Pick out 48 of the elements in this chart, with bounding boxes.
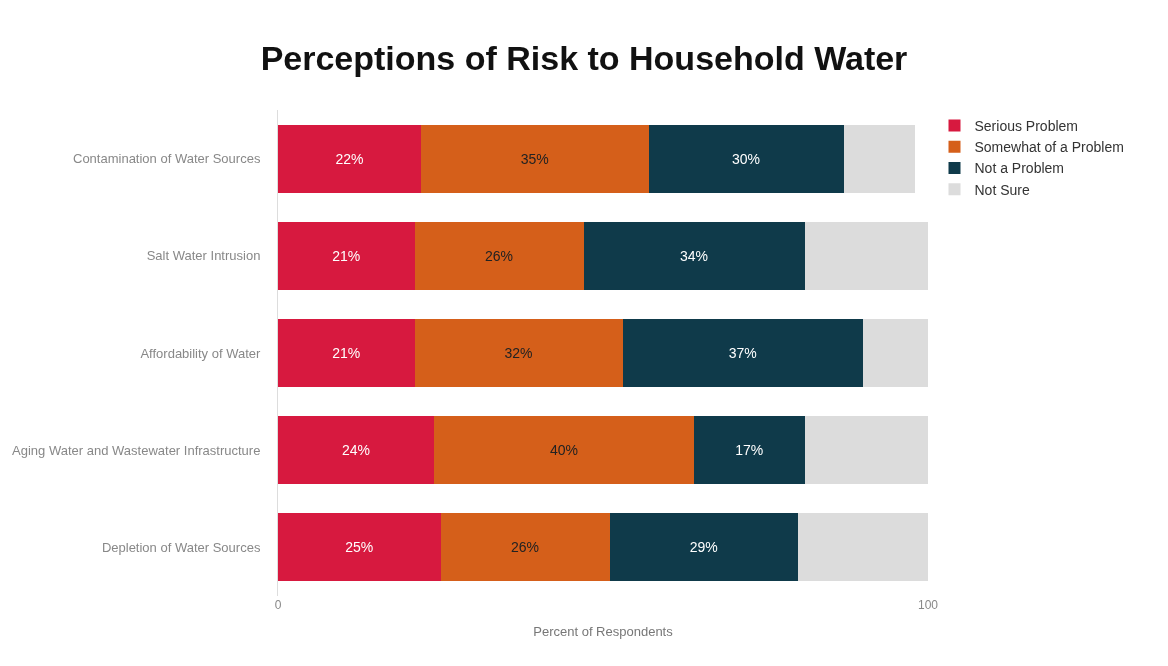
data-label: 24%	[341, 442, 371, 459]
data-label: 35%	[520, 150, 549, 167]
y-tick-label: Depletion of Water Sources	[101, 539, 261, 555]
legend-label: Somewhat of a Problem	[974, 139, 1124, 156]
bar	[863, 318, 928, 388]
data-label: 40%	[549, 442, 579, 459]
bar	[804, 416, 928, 485]
data-label: 21%	[332, 247, 361, 264]
bar	[609, 513, 798, 582]
bar	[694, 416, 805, 485]
bar	[440, 513, 610, 582]
y-tick-label: Salt Water Intrusion	[146, 248, 261, 264]
bar	[798, 513, 928, 582]
bar	[414, 318, 623, 388]
chart-title: Perceptions of Risk to Household Water	[260, 39, 908, 78]
data-label: 21%	[332, 345, 361, 361]
data-label: 17%	[735, 442, 764, 459]
bar	[278, 124, 421, 193]
bar	[804, 221, 928, 290]
bar	[278, 416, 434, 485]
data-label: 26%	[484, 247, 514, 264]
bar	[278, 318, 415, 388]
bar	[414, 221, 584, 290]
x-tick-label: 0	[274, 598, 282, 612]
data-label: 30%	[731, 150, 761, 167]
data-label: 22%	[335, 150, 364, 167]
bar	[278, 221, 415, 290]
bar	[843, 124, 915, 193]
bar	[648, 124, 844, 193]
bar	[278, 513, 441, 582]
bar	[421, 124, 649, 193]
data-label: 37%	[728, 345, 757, 361]
bar	[622, 318, 863, 388]
x-axis-title: Percent of Respondents	[533, 623, 674, 639]
x-tick-label: 100	[917, 598, 939, 612]
bar	[434, 416, 694, 485]
data-label: 25%	[345, 539, 374, 556]
y-tick-label: Affordability of Water	[140, 345, 262, 361]
y-tick-label: Aging Water and Wastewater Infrastructure	[12, 442, 261, 458]
y-tick-label: Contamination of Water Sources	[73, 151, 261, 167]
legend-label: Not Sure	[974, 181, 1030, 198]
bar	[583, 221, 805, 290]
data-label: 29%	[689, 539, 718, 556]
data-label: 32%	[504, 345, 533, 361]
data-label: 34%	[679, 247, 709, 264]
legend-label: Not a Problem	[974, 160, 1064, 177]
data-label: 26%	[510, 539, 540, 556]
legend-label: Serious Problem	[974, 118, 1078, 135]
